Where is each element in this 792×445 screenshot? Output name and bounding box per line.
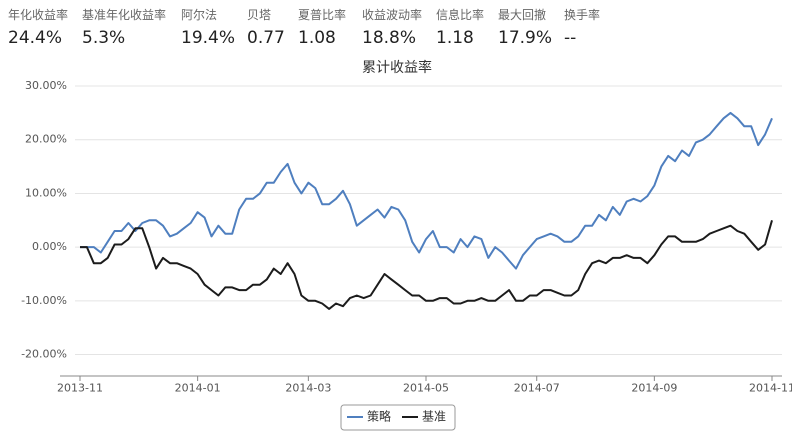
stat-label: 收益波动率 [362, 8, 423, 22]
stat-label: 换手率 [564, 8, 601, 22]
stat-label: 年化收益率 [8, 8, 69, 22]
y-tick-label: -10.00% [21, 294, 67, 307]
stat: 收益波动率 18.8% [362, 6, 422, 48]
stat-value: -- [564, 28, 577, 48]
stat-label: 基准年化收益率 [82, 8, 167, 22]
x-tick-label: 2014-01 [175, 381, 221, 394]
x-tick-label: 2014-05 [403, 381, 449, 394]
x-tick-label: 2014-03 [285, 381, 331, 394]
stat: 最大回撤 17.9% [498, 6, 552, 48]
x-tick-label: 2013-11 [57, 381, 103, 394]
stat: 年化收益率 24.4% [8, 6, 68, 48]
x-tick-label: 2014-07 [514, 381, 560, 394]
stat-value: 18.8% [362, 28, 417, 48]
y-tick-label: 30.00% [25, 79, 67, 92]
stat-value: 19.4% [181, 28, 236, 48]
stat: 基准年化收益率 5.3% [82, 6, 166, 48]
stat-value: 1.18 [436, 28, 474, 48]
legend-label: 基准 [422, 410, 446, 424]
stat-label: 最大回撤 [498, 8, 547, 22]
y-tick-label: 20.00% [25, 133, 67, 146]
y-tick-label: 10.00% [25, 186, 67, 199]
x-tick-label: 2014-09 [631, 381, 677, 394]
stat-value: 5.3% [82, 28, 126, 48]
legend-label: 策略 [367, 409, 391, 424]
series-line [80, 220, 773, 310]
stat-label: 夏普比率 [298, 8, 347, 22]
stat-value: 24.4% [8, 28, 63, 48]
legend-box [340, 404, 456, 431]
stat: 换手率 -- [564, 6, 600, 48]
x-tick-label: 2014-11 [749, 381, 792, 394]
stat-value: 17.9% [498, 28, 553, 48]
series-line [80, 111, 773, 270]
stat: 夏普比率 1.08 [298, 6, 346, 48]
chart-title: 累计收益率 [362, 59, 432, 76]
stat-value: 1.08 [298, 28, 336, 48]
stat: 阿尔法 19.4% [181, 6, 235, 48]
y-tick-label: 0.00% [32, 240, 67, 253]
stat-label: 阿尔法 [181, 8, 218, 22]
stat: 信息比率 1.18 [436, 6, 484, 48]
stat: 贝塔 0.77 [247, 6, 285, 48]
stat-label: 信息比率 [436, 8, 485, 22]
stat-label: 贝塔 [247, 8, 272, 22]
y-tick-label: -20.00% [21, 348, 67, 361]
stat-value: 0.77 [247, 28, 285, 48]
